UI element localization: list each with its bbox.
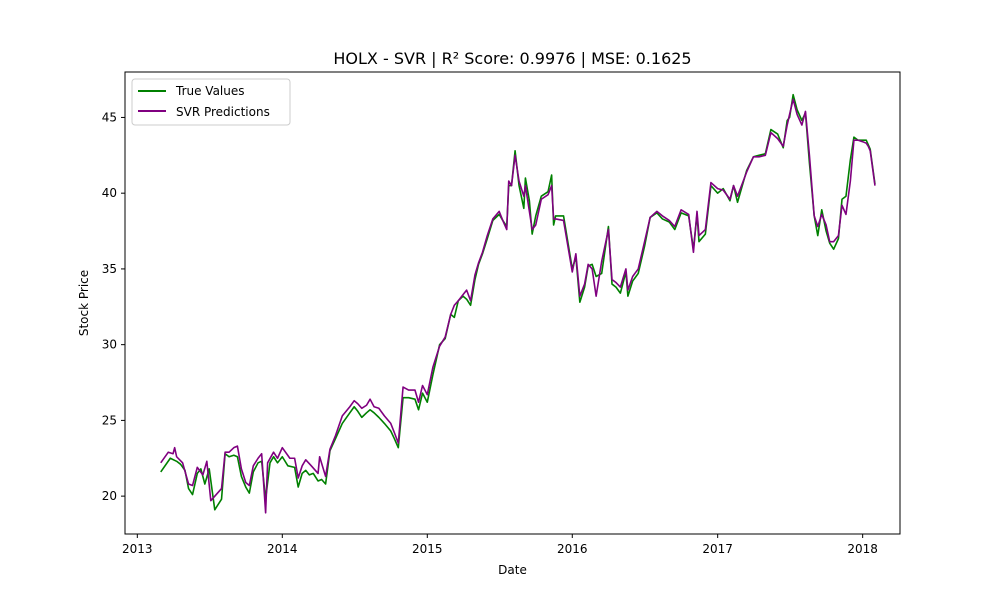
x-axis-ticks: 2013 2014 2015 2016 2017 2018 — [122, 534, 878, 556]
x-tick-label: 2014 — [267, 542, 298, 556]
x-tick-label: 2018 — [847, 542, 878, 556]
legend-label-true-values: True Values — [175, 84, 245, 98]
x-tick-label: 2015 — [412, 542, 443, 556]
legend-box — [131, 78, 291, 126]
x-axis-title: Date — [498, 563, 527, 577]
y-tick-label: 30 — [102, 338, 117, 352]
x-tick-label: 2016 — [557, 542, 588, 556]
legend-label-svr-predictions: SVR Predictions — [176, 105, 270, 119]
plot-area — [125, 72, 900, 534]
series-layer — [160, 93, 876, 514]
series-line-svr-predictions — [160, 98, 876, 514]
y-tick-label: 45 — [102, 110, 117, 124]
axes-frame — [124, 71, 901, 535]
y-tick-label: 40 — [102, 186, 117, 200]
x-tick-label: 2013 — [122, 542, 153, 556]
legend: True Values SVR Predictions — [131, 78, 291, 126]
x-tick-label: 2017 — [702, 542, 733, 556]
y-tick-label: 20 — [102, 489, 117, 503]
y-axis-ticks: 20 25 30 35 40 45 — [102, 110, 125, 503]
y-axis-title: Stock Price — [77, 270, 91, 336]
y-tick-label: 35 — [102, 262, 117, 276]
y-tick-label: 25 — [102, 413, 117, 427]
chart-title: HOLX - SVR | R² Score: 0.9976 | MSE: 0.1… — [333, 49, 691, 68]
